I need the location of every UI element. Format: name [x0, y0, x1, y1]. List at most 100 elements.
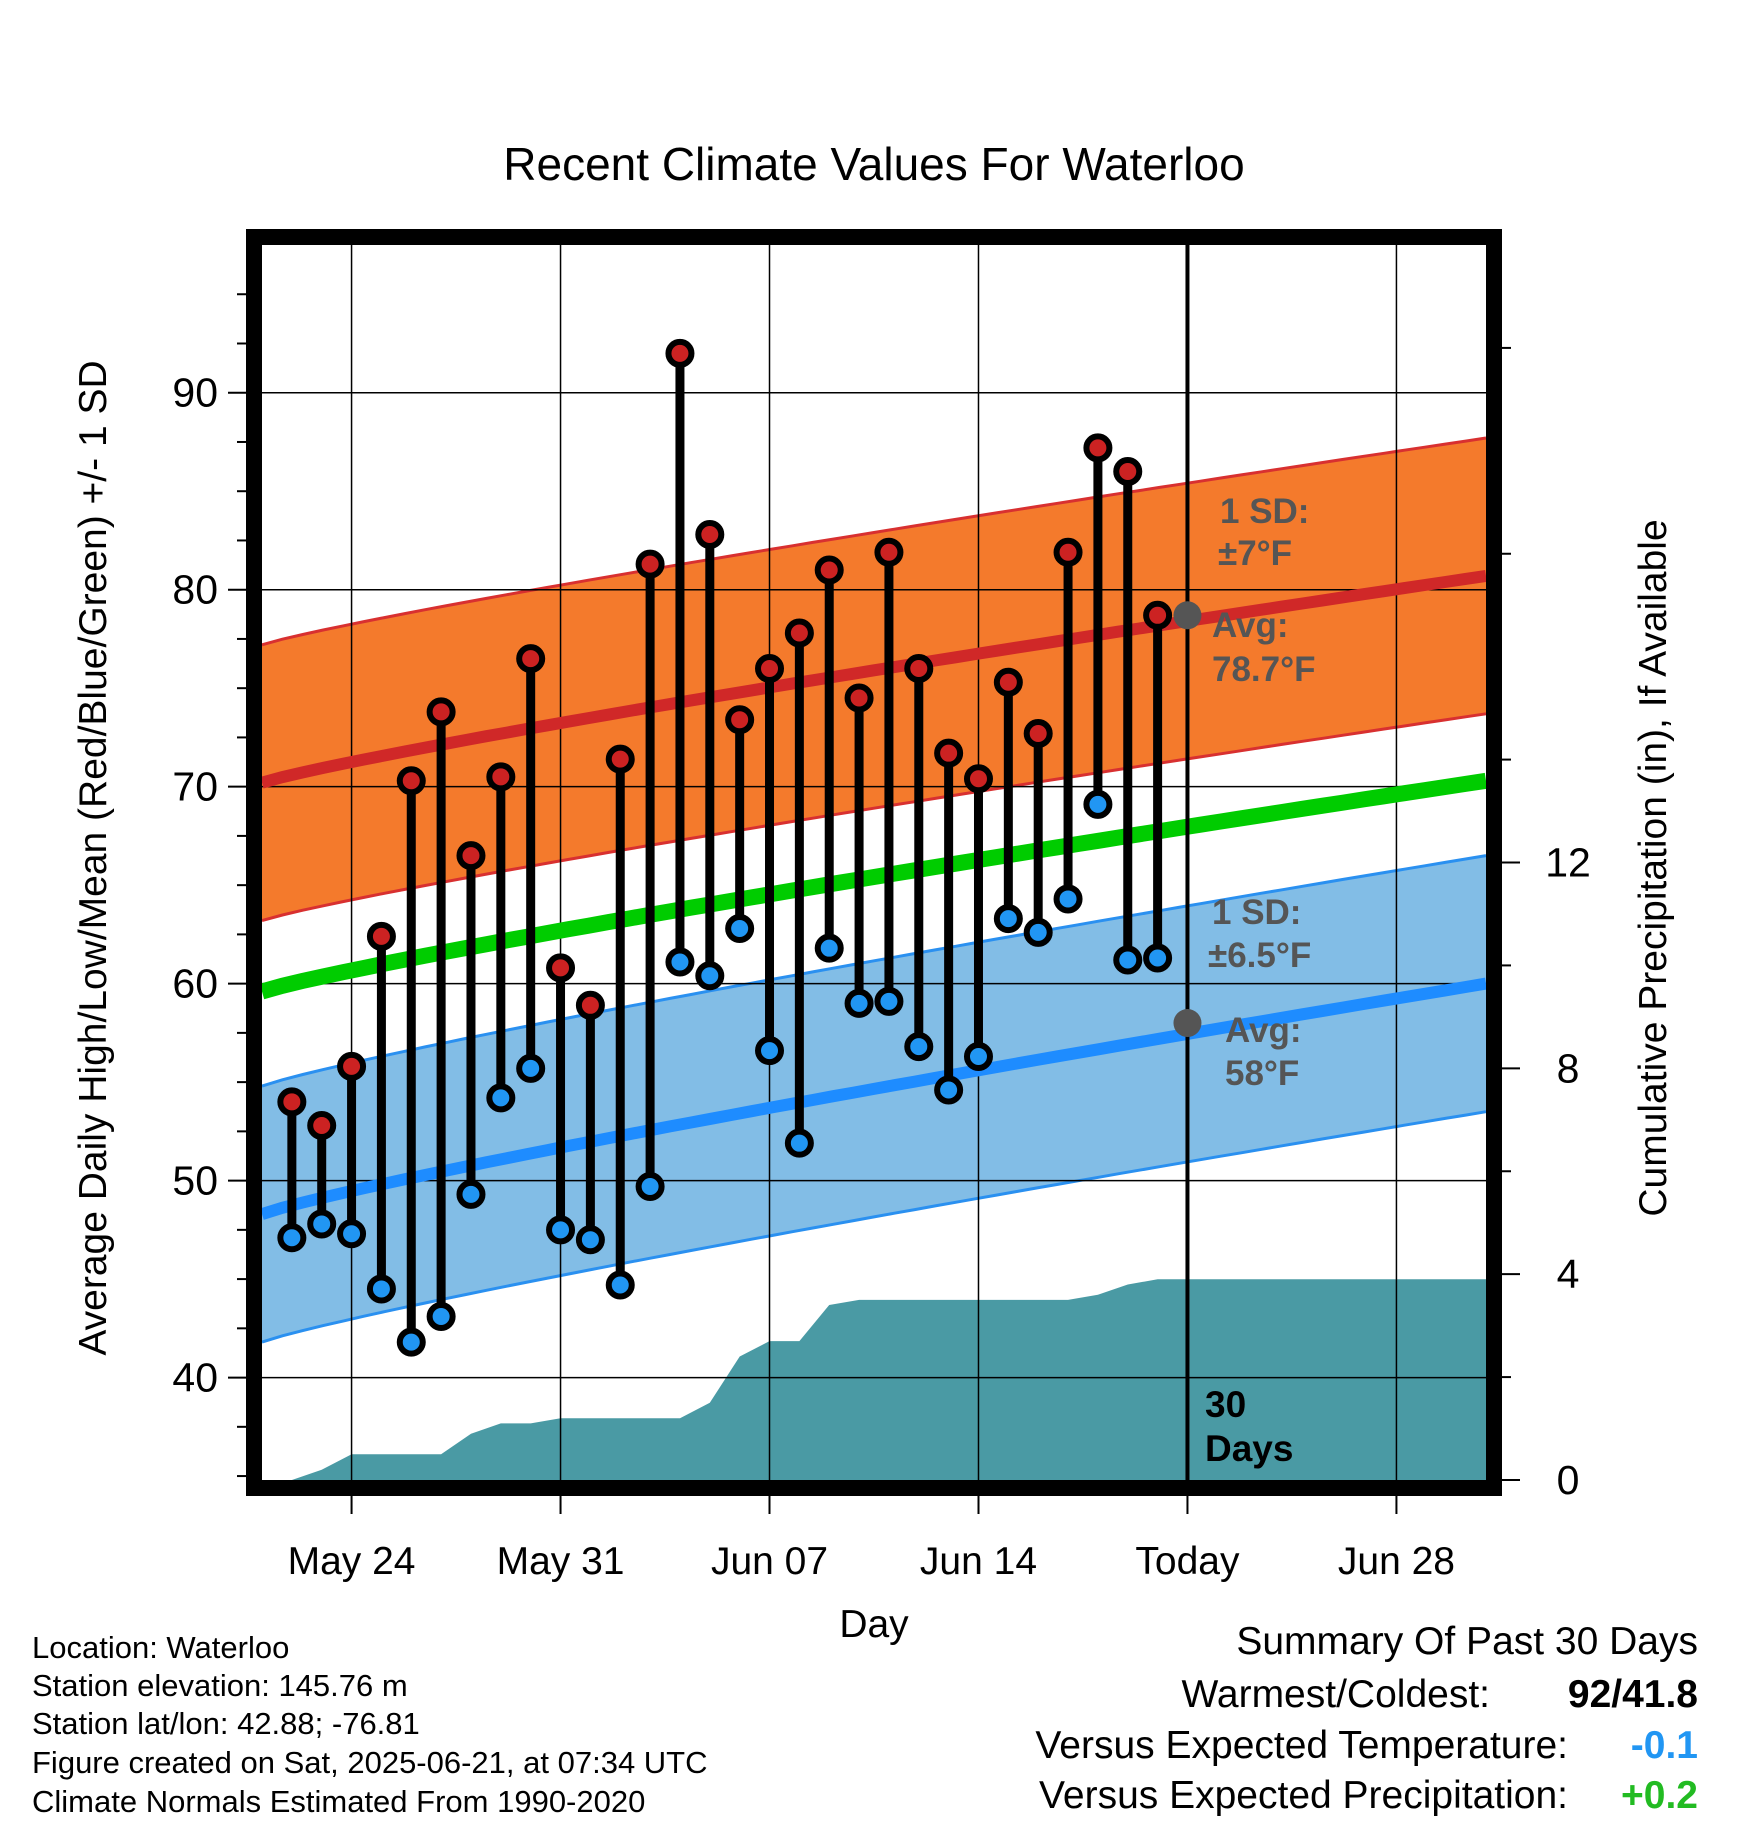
- low-temp-marker: [725, 913, 755, 943]
- x-tick-label: Jun 07: [711, 1540, 828, 1583]
- high-temp-marker: [904, 653, 934, 683]
- high-temp-marker: [665, 338, 695, 368]
- low-sd-label: 1 SD:: [1212, 893, 1301, 932]
- y-tick-label: 60: [172, 961, 218, 1007]
- mean-normal-line: [259, 772, 1488, 1000]
- day-observation: [575, 990, 605, 1255]
- low-temp-marker: [963, 1042, 993, 1072]
- low-temp-marker: [755, 1036, 785, 1066]
- high-temp-marker: [1143, 600, 1173, 630]
- annotations: 1 SD: ±7°F Avg: 78.7°F 1 SD: ±6.5°F Avg:…: [1205, 492, 1316, 1469]
- day-observation: [635, 549, 665, 1202]
- high-temp-marker: [1083, 433, 1113, 463]
- versus-precipitation-label: Versus Expected Precipitation:: [1039, 1774, 1568, 1817]
- low-temp-marker: [1143, 943, 1173, 973]
- high-temp-marker: [486, 762, 516, 792]
- y2-tick-label: 4: [1557, 1251, 1580, 1297]
- today-days-label: Days: [1205, 1428, 1293, 1469]
- high-temp-marker: [396, 766, 426, 796]
- day-observation: [874, 537, 904, 1016]
- high-temp-marker: [725, 705, 755, 735]
- normals-text: Climate Normals Estimated From 1990-2020: [32, 1784, 646, 1819]
- high-temp-marker: [575, 990, 605, 1020]
- plot-frame: [246, 229, 1502, 1496]
- high-avg-label: Avg:: [1212, 606, 1288, 645]
- high-sd-label: 1 SD:: [1220, 492, 1309, 531]
- day-observation: [426, 697, 456, 1332]
- day-observation: [1143, 600, 1173, 973]
- chart-title: Recent Climate Values For Waterloo: [503, 138, 1244, 190]
- day-observation: [725, 705, 755, 943]
- day-observation: [307, 1110, 337, 1239]
- low-temp-marker: [1053, 884, 1083, 914]
- daily-observations: [277, 338, 1202, 1357]
- low-temp-marker: [784, 1128, 814, 1158]
- high-temp-marker: [1113, 457, 1143, 487]
- day-observation: [665, 338, 695, 977]
- high-temp-marker: [366, 921, 396, 951]
- low-temp-marker: [814, 933, 844, 963]
- day-observation: [337, 1051, 367, 1249]
- high-temp-marker: [695, 520, 725, 550]
- x-tick-label: May 31: [497, 1540, 625, 1583]
- x-tick-label: Today: [1135, 1540, 1240, 1583]
- y-axis-label: Average Daily High/Low/Mean (Red/Blue/Gr…: [72, 360, 115, 1355]
- high-temp-marker: [426, 697, 456, 727]
- created-text: Figure created on Sat, 2025-06-21, at 07…: [32, 1745, 708, 1780]
- day-observation: [904, 653, 934, 1062]
- day-observation: [934, 738, 964, 1105]
- elevation-text: Station elevation: 145.76 m: [32, 1668, 408, 1703]
- high-sd-band: [262, 438, 1486, 921]
- high-temp-marker: [934, 738, 964, 768]
- day-observation: [1053, 537, 1083, 914]
- versus-temperature-label: Versus Expected Temperature:: [1035, 1724, 1568, 1767]
- y2-tick-label: 0: [1557, 1457, 1580, 1503]
- warmest-coldest-label: Warmest/Coldest:: [1181, 1673, 1490, 1716]
- low-temp-marker: [993, 904, 1023, 934]
- day-observation: [963, 764, 993, 1072]
- x-tick-label: May 24: [288, 1540, 416, 1583]
- low-temp-marker: [1023, 917, 1053, 947]
- low-temp-marker: [575, 1225, 605, 1255]
- x-axis-label: Day: [839, 1603, 909, 1646]
- versus-temperature-value: -0.1: [1630, 1724, 1698, 1767]
- day-observation: [456, 841, 486, 1209]
- low-temp-marker: [516, 1053, 546, 1083]
- y2-tick-label: 8: [1557, 1045, 1580, 1091]
- day-observation: [1113, 457, 1143, 975]
- day-observation: [814, 555, 844, 963]
- high-temp-marker: [844, 683, 874, 713]
- high-temp-marker: [874, 537, 904, 567]
- day-observation: [844, 683, 874, 1018]
- low-temp-marker: [1083, 789, 1113, 819]
- high-temp-marker: [784, 618, 814, 648]
- y-tick-label: 50: [172, 1158, 218, 1204]
- day-observation: [396, 766, 426, 1357]
- high-temp-marker: [993, 667, 1023, 697]
- low-temp-marker: [605, 1270, 635, 1300]
- precipitation-fill: [262, 1279, 1486, 1480]
- day-observation: [993, 667, 1023, 934]
- low-temp-marker: [1113, 945, 1143, 975]
- high-avg-value: 78.7°F: [1212, 650, 1316, 689]
- day-observation: [755, 653, 785, 1066]
- high-normal-line: [260, 569, 1487, 789]
- low-temp-marker: [307, 1209, 337, 1239]
- axis-ticks: 40 50 60 70 80 90 0 4 8 12 May 24 May 31 Jun 07 Jun 1…: [172, 293, 1591, 1583]
- low-temp-marker: [456, 1179, 486, 1209]
- high-temp-marker: [605, 744, 635, 774]
- high-band-upper-edge: [261, 436, 1487, 647]
- high-band-lower-edge: [261, 712, 1487, 923]
- high-temp-marker: [546, 953, 576, 983]
- warmest-coldest-value: 92/41.8: [1567, 1673, 1698, 1716]
- today-days-number: 30: [1205, 1384, 1246, 1425]
- day-observation: [486, 762, 516, 1113]
- grid-lines: [262, 245, 1486, 1480]
- high-temp-marker: [814, 555, 844, 585]
- high-temp-marker: [337, 1051, 367, 1081]
- high-temp-marker: [1053, 537, 1083, 567]
- low-temp-marker: [934, 1075, 964, 1105]
- low-temp-marker: [635, 1172, 665, 1202]
- plot-border: [246, 229, 1502, 1496]
- low-avg-marker: [1173, 1009, 1202, 1038]
